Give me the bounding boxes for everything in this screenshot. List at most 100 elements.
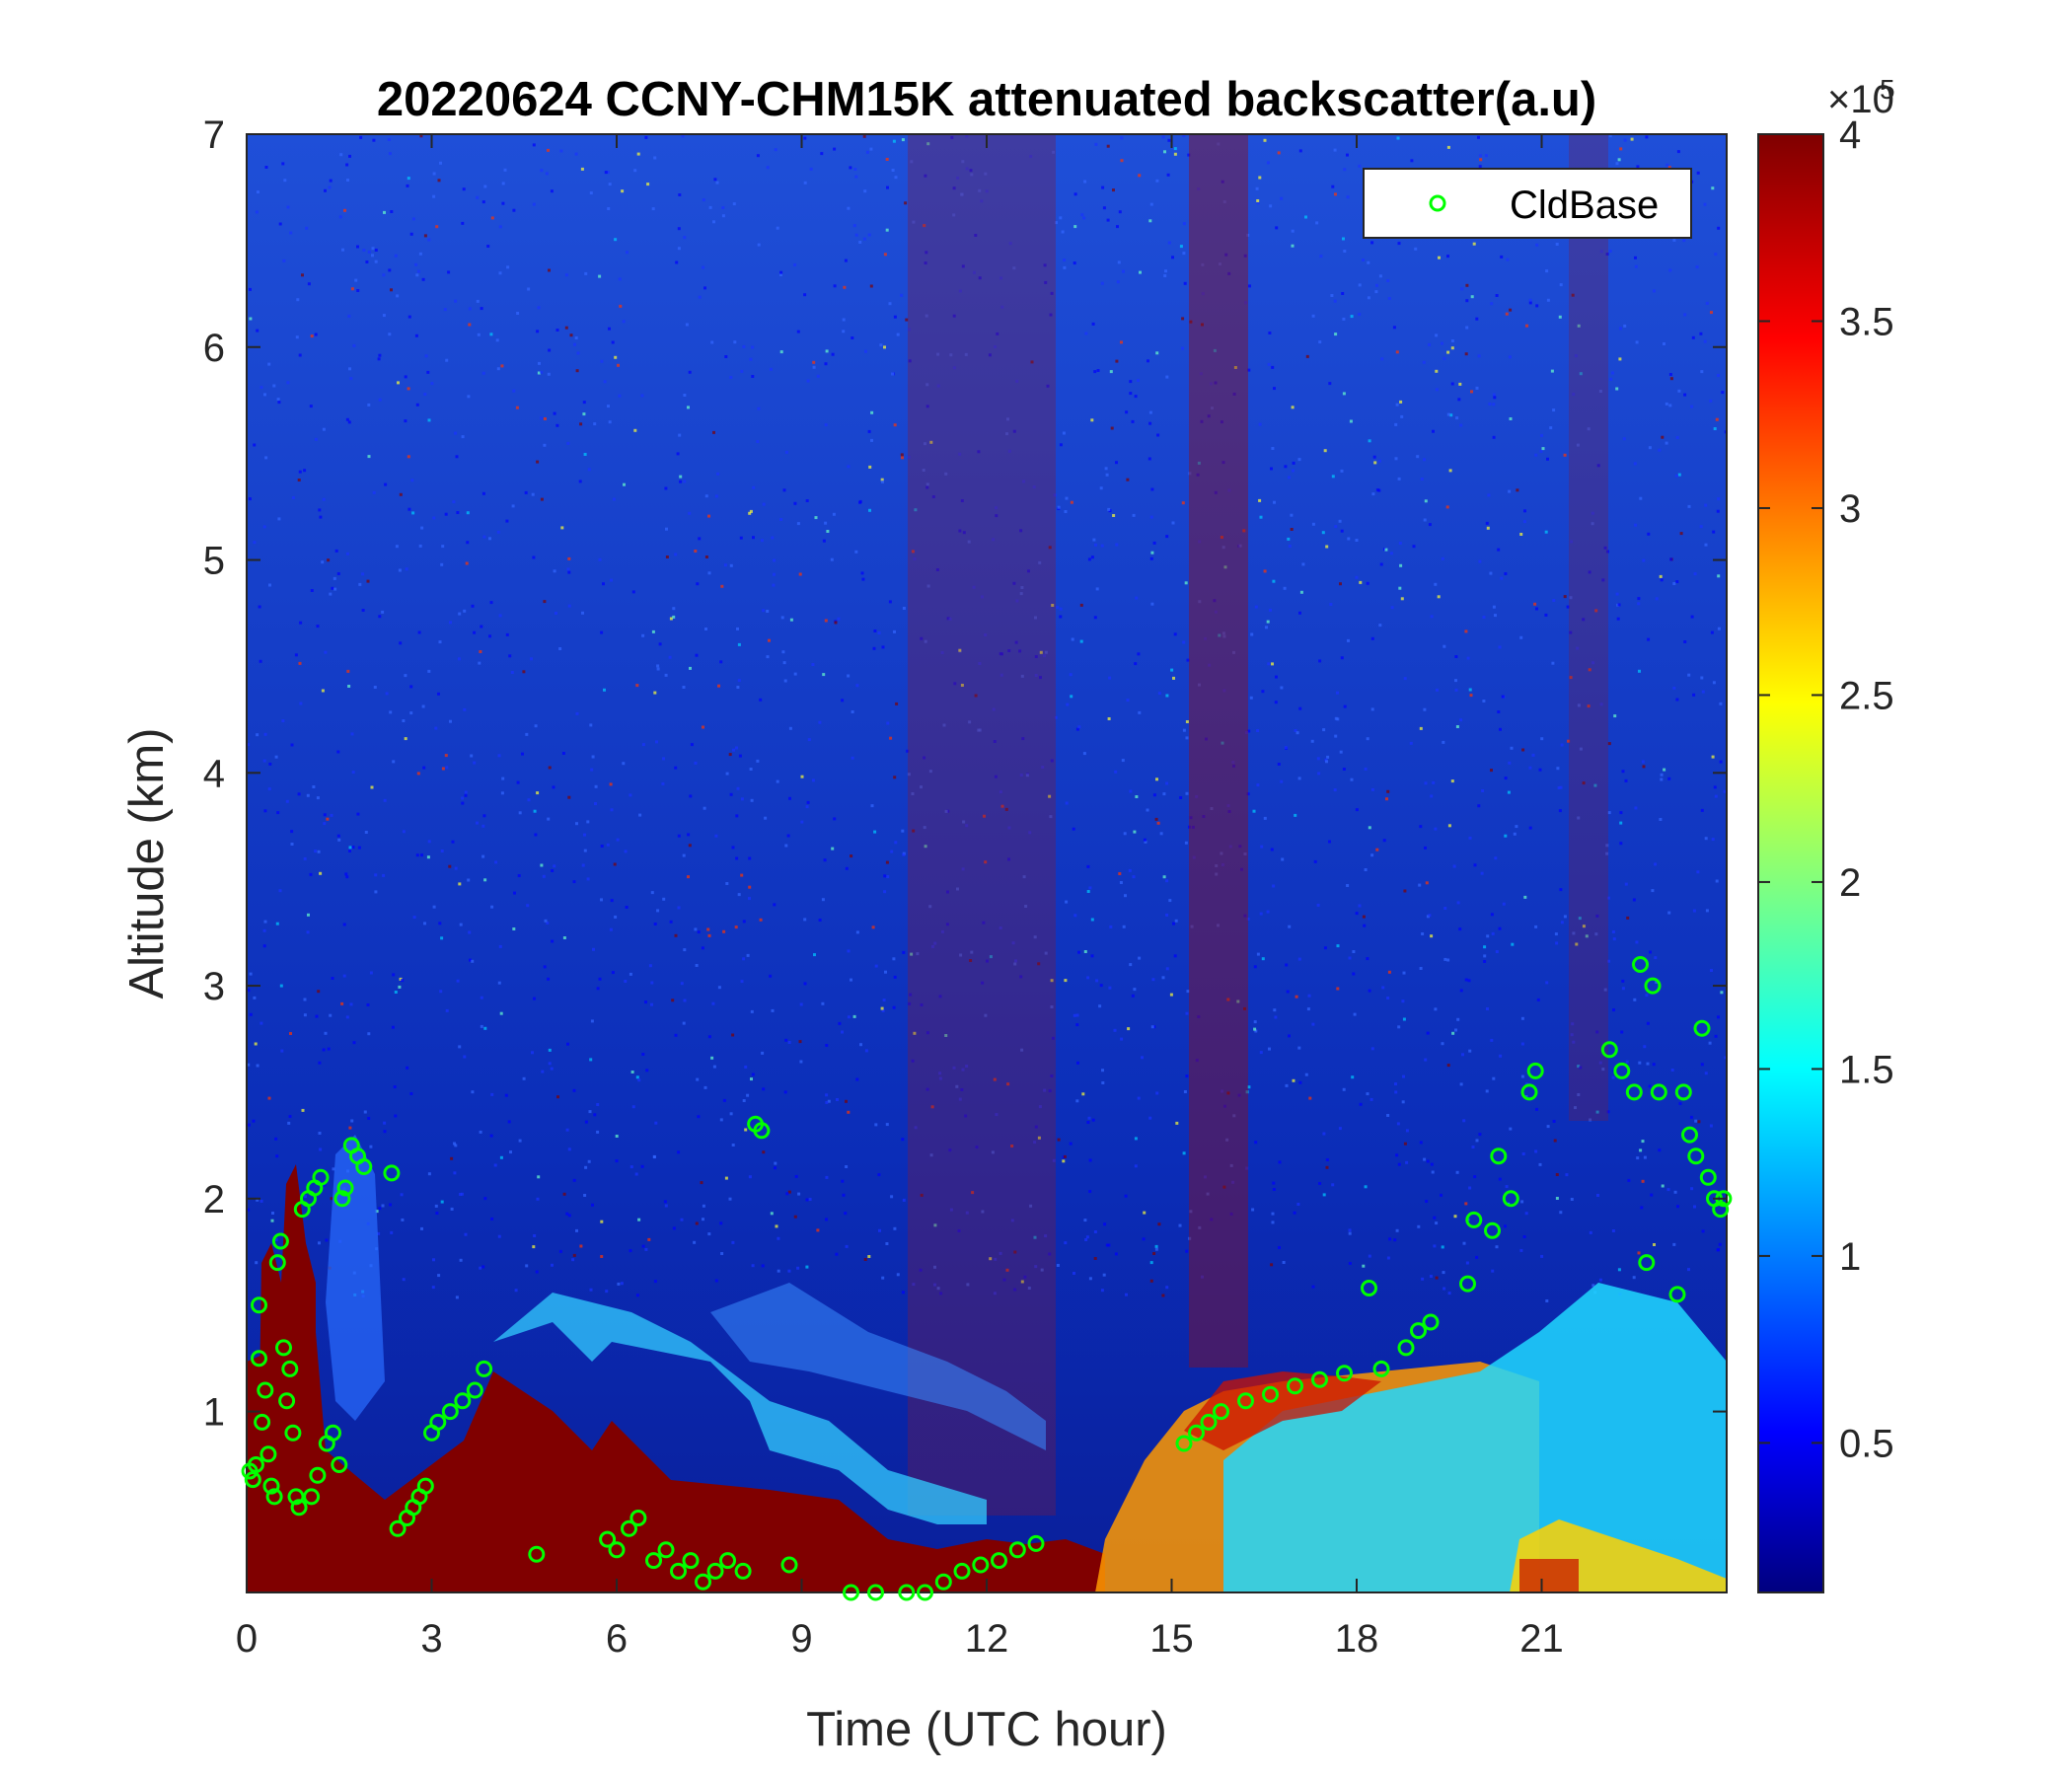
cldbase-point [972, 1556, 990, 1574]
cldbase-point [416, 1477, 434, 1495]
cldbase-point [917, 1584, 933, 1601]
cldbase-point [1484, 1221, 1501, 1239]
cldbase-point [281, 1360, 299, 1377]
y-tick-label: 5 [203, 540, 225, 583]
cldbase-point [670, 1562, 687, 1580]
cldbase-point [645, 1552, 662, 1570]
cldbase-point [1644, 977, 1662, 995]
x-tick-label: 3 [420, 1617, 442, 1661]
cldbase-point [383, 1164, 401, 1182]
x-tick-label: 9 [790, 1617, 812, 1661]
plume-column [1189, 134, 1248, 1368]
cldbase-point [1520, 1083, 1538, 1101]
cldbase-point [454, 1392, 472, 1410]
cldbase-point [355, 1158, 373, 1175]
colorbar-tick-label: 3.5 [1839, 300, 1894, 343]
cldbase-point [608, 1541, 626, 1559]
surface-layer-red [1519, 1559, 1579, 1592]
cldbase-point [1465, 1211, 1483, 1228]
cldbase-point [247, 1456, 264, 1473]
cldbase-point [1336, 1365, 1353, 1382]
cldbase-point [1459, 1275, 1476, 1293]
cldbase-point [1262, 1385, 1279, 1403]
cldbase-point [429, 1413, 447, 1431]
cldbase-point [1674, 1083, 1692, 1101]
cldbase-point [1027, 1534, 1045, 1552]
boundary-layer-dense [247, 1332, 1105, 1592]
y-tick-label: 3 [203, 965, 225, 1008]
cldbase-point [657, 1541, 675, 1559]
cldbase-point [1681, 1126, 1698, 1144]
cldbase-point [333, 1190, 351, 1208]
cldbase-point [1237, 1392, 1254, 1410]
cldbase-point [303, 1488, 321, 1506]
cldbase-point [1502, 1190, 1519, 1208]
backscatter-heatmap [247, 134, 1727, 1592]
cldbase-point [325, 1424, 341, 1442]
cldbase-point [265, 1488, 283, 1506]
colorbar-tick-label: 1 [1839, 1235, 1861, 1279]
cldbase-point [867, 1584, 884, 1601]
cldbase-point [336, 1179, 354, 1197]
cldbase-point [1668, 1286, 1686, 1303]
legend-box [1363, 168, 1692, 239]
cldbase-point [309, 1466, 327, 1484]
cldbase-point [268, 1254, 286, 1272]
legend: CldBase [1363, 168, 1692, 239]
x-tick-label: 12 [965, 1617, 1009, 1661]
heatmap-noise-texture [247, 134, 1727, 1302]
x-tick-label: 6 [606, 1617, 628, 1661]
cldbase-point [780, 1556, 798, 1574]
cldbase-point [466, 1381, 483, 1399]
cldbase-point [290, 1499, 308, 1517]
cldbase-point [1699, 1168, 1717, 1186]
plume-column [908, 134, 1056, 1516]
y-tick-label: 1 [203, 1391, 225, 1435]
cldbase-point [734, 1562, 752, 1580]
cldbase-point [331, 1456, 348, 1473]
cldbase-point [629, 1510, 647, 1526]
cldbase-point [1397, 1339, 1415, 1357]
colorbar-tick-label: 1.5 [1839, 1048, 1894, 1091]
cldbase-point [1632, 956, 1649, 973]
colorbar-tick-label: 0.5 [1839, 1422, 1894, 1465]
convective-layer-upper [1223, 1283, 1727, 1592]
cldbase-point [599, 1530, 617, 1548]
cldbase-point [441, 1403, 459, 1421]
legend-marker-cldbase [1429, 194, 1446, 212]
y-axis: 1 2 3 4 5 6 7 [203, 113, 1727, 1435]
x-tick-label: 0 [236, 1617, 258, 1661]
cldbase-point [312, 1168, 330, 1186]
colorbar-tick-label: 3 [1839, 487, 1861, 531]
colorbar-ticks: 0.5 1 1.5 2 2.5 3 3.5 4 [1758, 113, 1894, 1465]
cldbase-point [991, 1552, 1007, 1570]
cldbase-point [1613, 1062, 1631, 1079]
y-axis-label: Altitude (km) [120, 727, 174, 999]
cldbase-point [259, 1445, 277, 1463]
cldbase-point [1008, 1541, 1026, 1559]
cldbase-point [1687, 1147, 1705, 1165]
cldbase-point [753, 1122, 771, 1140]
cldbase-point [1361, 1280, 1377, 1296]
cldbase-point [706, 1562, 724, 1580]
cldbase-point [1650, 1083, 1667, 1101]
x-axis-label: Time (UTC hour) [806, 1703, 1167, 1756]
x-tick-label: 15 [1149, 1617, 1194, 1661]
cldbase-point [695, 1573, 711, 1591]
cldbase-point [271, 1232, 289, 1250]
colorbar-tick-label: 2.5 [1839, 674, 1894, 717]
cldbase-point [262, 1477, 280, 1495]
y-tick-label: 4 [203, 752, 225, 795]
cldbase-point [257, 1381, 274, 1399]
legend-label-cldbase: CldBase [1510, 184, 1659, 227]
colorbar-tick-label: 2 [1839, 861, 1861, 905]
colorbar-multiplier: ×10 [1827, 78, 1894, 121]
cldbase-point [1490, 1147, 1508, 1165]
y-tick-label: 2 [203, 1178, 225, 1221]
cldbase-point [278, 1392, 296, 1410]
plume-column [1569, 134, 1608, 1121]
colorbar-gradient [1757, 133, 1824, 1593]
cldbase-point [621, 1519, 637, 1537]
cldbase-point [1175, 1435, 1193, 1452]
